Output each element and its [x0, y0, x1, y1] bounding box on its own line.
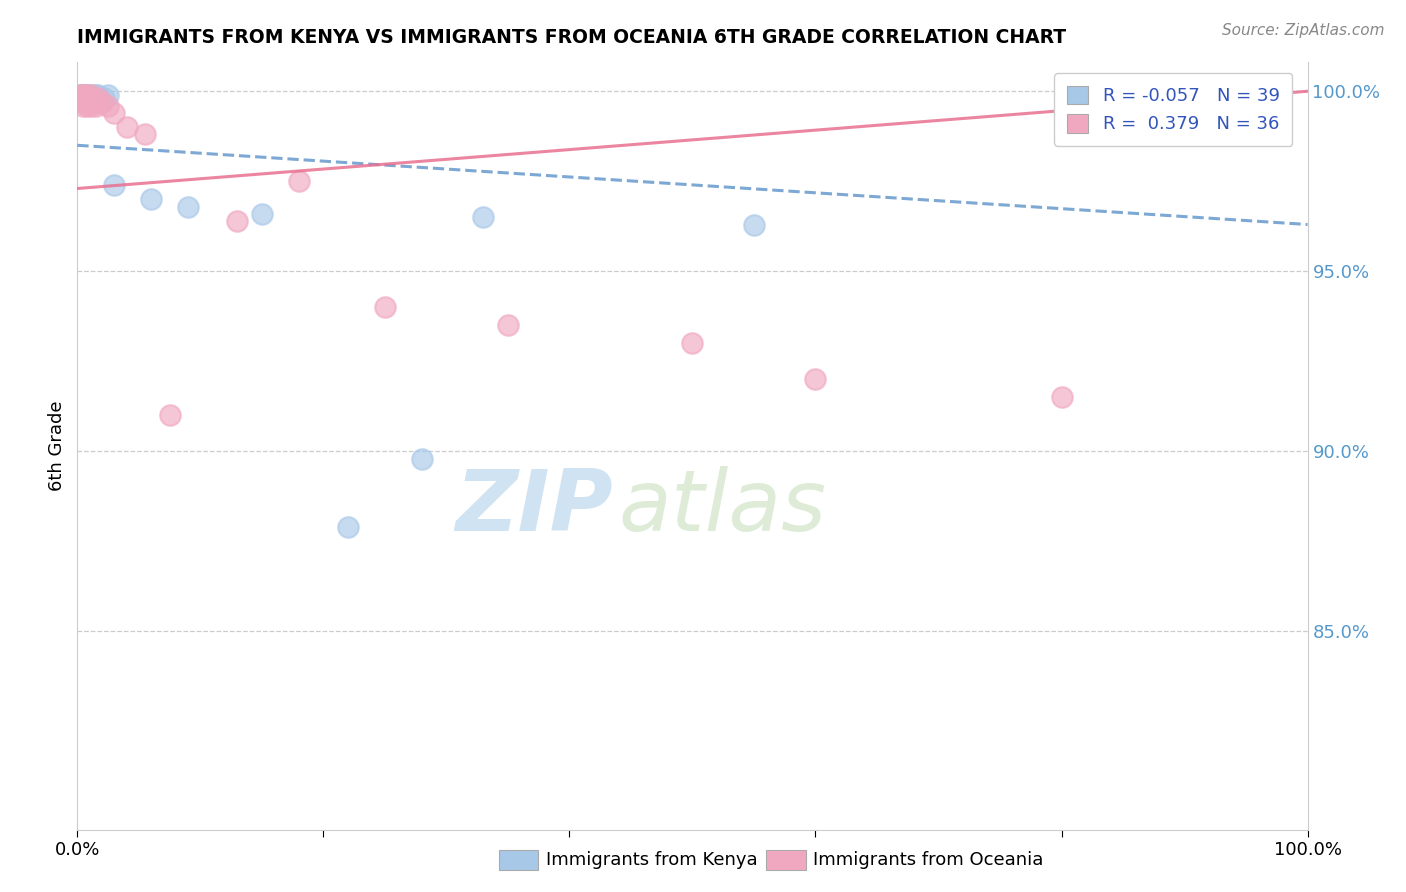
Point	[79, 91, 101, 105]
Point	[75, 91, 97, 105]
Point	[77, 95, 100, 109]
Text: Source: ZipAtlas.com: Source: ZipAtlas.com	[1222, 23, 1385, 38]
Point	[80, 87, 103, 102]
Point	[226, 214, 249, 228]
Point	[82, 91, 104, 105]
Point	[79, 87, 101, 102]
Point	[77, 95, 100, 109]
Point	[1149, 84, 1171, 98]
Point	[77, 91, 100, 105]
Point	[76, 98, 98, 112]
Point	[115, 120, 138, 135]
Point	[742, 218, 765, 232]
Point	[70, 87, 93, 102]
Text: Immigrants from Kenya: Immigrants from Kenya	[546, 851, 758, 869]
Point	[70, 87, 93, 102]
Point	[73, 91, 96, 105]
Point	[97, 87, 120, 102]
Point	[70, 91, 93, 105]
Point	[79, 91, 101, 105]
Point	[134, 128, 156, 142]
Point	[72, 87, 94, 102]
Point	[69, 87, 91, 102]
Point	[84, 91, 107, 105]
Y-axis label: 6th Grade: 6th Grade	[48, 401, 66, 491]
Point	[70, 91, 93, 105]
Point	[75, 91, 97, 105]
Point	[93, 91, 115, 105]
Point	[79, 95, 101, 109]
Point	[103, 178, 125, 192]
Point	[90, 95, 114, 109]
Point	[374, 301, 396, 315]
Point	[288, 174, 311, 188]
Text: IMMIGRANTS FROM KENYA VS IMMIGRANTS FROM OCEANIA 6TH GRADE CORRELATION CHART: IMMIGRANTS FROM KENYA VS IMMIGRANTS FROM…	[77, 28, 1067, 47]
Point	[97, 98, 120, 112]
Point	[73, 87, 96, 102]
Point	[89, 91, 111, 105]
Point	[72, 91, 94, 105]
Point	[70, 87, 93, 102]
Point	[73, 87, 96, 102]
Point	[141, 192, 163, 206]
Point	[86, 95, 108, 109]
Point	[80, 91, 103, 105]
Text: atlas: atlas	[619, 466, 827, 549]
Point	[82, 95, 104, 109]
Point	[76, 87, 98, 102]
Point	[337, 520, 360, 534]
Point	[75, 95, 97, 109]
Text: Immigrants from Oceania: Immigrants from Oceania	[813, 851, 1043, 869]
Legend: R = -0.057   N = 39, R =  0.379   N = 36: R = -0.057 N = 39, R = 0.379 N = 36	[1054, 73, 1292, 146]
Point	[496, 318, 519, 333]
Point	[177, 200, 200, 214]
Point	[77, 87, 100, 102]
Point	[70, 91, 93, 105]
Point	[72, 98, 94, 112]
Point	[682, 336, 704, 351]
Text: ZIP: ZIP	[456, 466, 613, 549]
Point	[80, 95, 103, 109]
Point	[804, 372, 827, 386]
Point	[84, 98, 107, 112]
Point	[76, 91, 98, 105]
Point	[70, 95, 93, 109]
Point	[72, 95, 94, 109]
Point	[70, 87, 93, 102]
Point	[82, 87, 104, 102]
Point	[83, 87, 105, 102]
Point	[250, 207, 273, 221]
Point	[159, 409, 181, 423]
Point	[103, 106, 125, 120]
Point	[1198, 84, 1220, 98]
Point	[80, 98, 103, 112]
Point	[1050, 390, 1073, 404]
Point	[82, 91, 104, 105]
Point	[75, 95, 97, 109]
Point	[472, 211, 495, 225]
Point	[82, 95, 104, 109]
Point	[76, 87, 98, 102]
Point	[411, 451, 433, 466]
Point	[87, 91, 110, 105]
Point	[73, 95, 96, 109]
Point	[90, 95, 114, 109]
Point	[87, 87, 110, 102]
